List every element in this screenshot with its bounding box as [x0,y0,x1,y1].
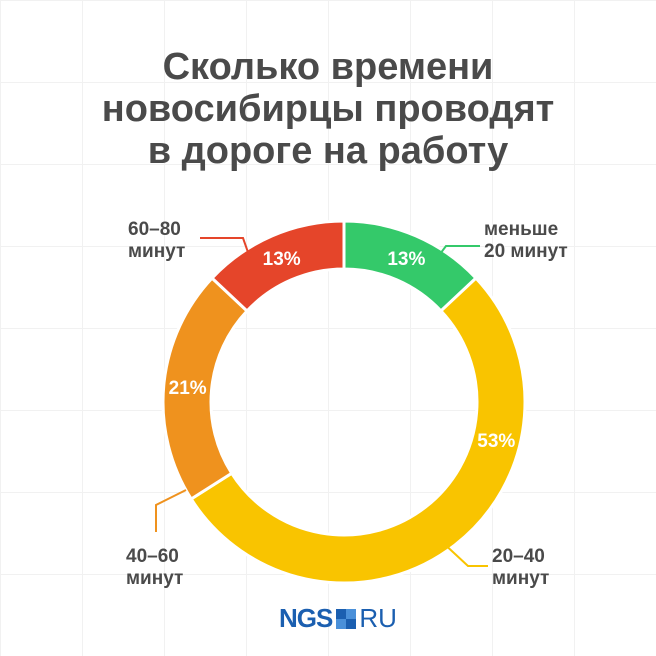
label-less-20: меньше 20 минут [484,219,568,263]
leader-line-20-40 [439,539,488,567]
label-line: меньше [484,219,559,240]
label-line: минут [126,568,184,589]
label-line: 20 минут [484,241,568,262]
value-label-40-60: 21% [169,378,207,399]
label-line: 20–40 [492,546,545,567]
title-line: новосибирцы проводят [101,88,555,130]
label-line: 40–60 [126,546,179,567]
value-label-20-40: 53% [477,431,515,452]
label-line: минут [492,568,550,589]
leader-line-40-60 [155,489,187,532]
logo-square-icon [336,608,357,629]
leader-line-less-20 [436,245,480,259]
chart-title: Сколько времени новосибирцы проводят в д… [0,46,656,172]
label-20-40: 20–40 минут [492,546,549,590]
label-40-60: 40–60 минут [126,546,183,590]
logo-suffix: RU [359,603,397,633]
label-60-80: 60–80 минут [128,219,185,263]
leader-line-60-80 [200,237,251,259]
logo-brand: NGS [279,603,333,633]
ngs-logo: NGS RU [279,603,397,634]
value-label-60-80: 13% [263,249,301,270]
slice-20-40 [189,275,527,585]
title-line: Сколько времени [162,46,494,88]
title-line: в дороге на работу [147,130,509,172]
label-line: минут [128,241,186,262]
label-line: 60–80 [128,219,181,240]
value-label-less-20: 13% [387,249,425,270]
